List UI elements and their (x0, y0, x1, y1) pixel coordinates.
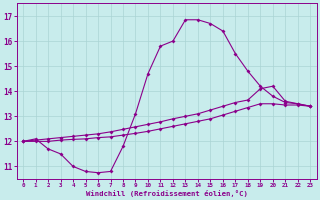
X-axis label: Windchill (Refroidissement éolien,°C): Windchill (Refroidissement éolien,°C) (86, 190, 248, 197)
